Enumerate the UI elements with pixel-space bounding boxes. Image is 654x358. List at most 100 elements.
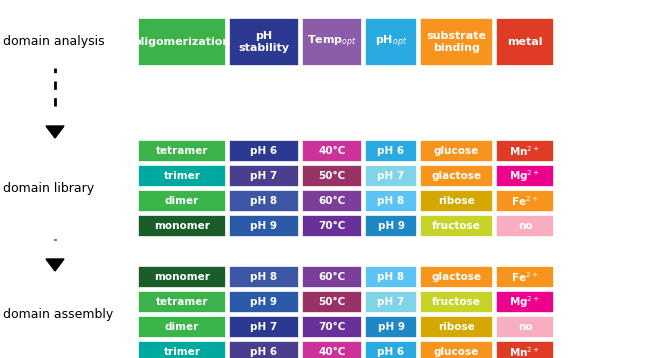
Text: ribose: ribose (438, 196, 475, 206)
Text: domain analysis: domain analysis (3, 35, 105, 48)
Text: pH 7: pH 7 (377, 297, 405, 307)
Polygon shape (46, 126, 64, 138)
Text: pH 8: pH 8 (250, 272, 277, 282)
Polygon shape (46, 259, 64, 271)
Bar (138, 266, 226, 288)
Text: pH 6: pH 6 (250, 347, 277, 357)
Text: glucose: glucose (434, 146, 479, 156)
Text: pH 8: pH 8 (377, 272, 405, 282)
Text: trimer: trimer (164, 171, 200, 181)
Bar (496, 291, 554, 313)
Text: pH 7: pH 7 (250, 171, 278, 181)
Bar (365, 215, 417, 237)
Text: substrate
binding: substrate binding (426, 31, 487, 53)
Text: dimer: dimer (165, 322, 199, 332)
Text: glactose: glactose (432, 171, 481, 181)
Bar (496, 18, 554, 66)
Text: metal: metal (508, 37, 543, 47)
Bar (365, 140, 417, 162)
Text: 50°C: 50°C (318, 297, 345, 307)
Bar (420, 316, 493, 338)
Text: pH
stability: pH stability (239, 31, 290, 53)
Text: pH 9: pH 9 (250, 221, 277, 231)
Text: 40°C: 40°C (318, 347, 346, 357)
Bar (229, 341, 299, 358)
Bar (302, 215, 362, 237)
Text: dimer: dimer (165, 196, 199, 206)
Bar (496, 266, 554, 288)
Text: ribose: ribose (438, 322, 475, 332)
Text: monomer: monomer (154, 221, 210, 231)
Bar (420, 140, 493, 162)
Text: no: no (518, 221, 532, 231)
Bar (420, 291, 493, 313)
Bar (229, 140, 299, 162)
Bar (302, 316, 362, 338)
Text: pH$_{opt}$: pH$_{opt}$ (375, 34, 407, 50)
Text: pH 7: pH 7 (377, 171, 405, 181)
Bar (138, 291, 226, 313)
Bar (302, 291, 362, 313)
Text: 70°C: 70°C (318, 221, 346, 231)
Bar (138, 215, 226, 237)
Bar (420, 215, 493, 237)
Text: 50°C: 50°C (318, 171, 345, 181)
Bar (138, 140, 226, 162)
Bar (420, 18, 493, 66)
Bar (365, 165, 417, 187)
Text: pH 6: pH 6 (377, 146, 405, 156)
Bar (420, 266, 493, 288)
Text: Fe$^{2+}$: Fe$^{2+}$ (511, 194, 539, 208)
Text: Mg$^{2+}$: Mg$^{2+}$ (509, 168, 541, 184)
Bar (229, 165, 299, 187)
Text: Mg$^{2+}$: Mg$^{2+}$ (509, 294, 541, 310)
Text: pH 9: pH 9 (377, 322, 405, 332)
Bar (496, 215, 554, 237)
Bar (138, 18, 226, 66)
Bar (365, 316, 417, 338)
Bar (496, 140, 554, 162)
Text: trimer: trimer (164, 347, 200, 357)
Text: fructose: fructose (432, 221, 481, 231)
Text: tetramer: tetramer (156, 146, 208, 156)
Bar (138, 165, 226, 187)
Bar (496, 341, 554, 358)
Text: Mn$^{2+}$: Mn$^{2+}$ (509, 144, 541, 158)
Bar (496, 165, 554, 187)
Text: pH 6: pH 6 (250, 146, 277, 156)
Text: pH 9: pH 9 (250, 297, 277, 307)
Text: domain assembly: domain assembly (3, 308, 113, 321)
Text: Fe$^{2+}$: Fe$^{2+}$ (511, 270, 539, 284)
Bar (496, 316, 554, 338)
Bar (229, 291, 299, 313)
Text: glucose: glucose (434, 347, 479, 357)
Bar (365, 266, 417, 288)
Text: 60°C: 60°C (318, 272, 345, 282)
Bar (138, 341, 226, 358)
Text: monomer: monomer (154, 272, 210, 282)
Bar (138, 316, 226, 338)
Text: Mn$^{2+}$: Mn$^{2+}$ (509, 345, 541, 358)
Bar (365, 291, 417, 313)
Bar (302, 190, 362, 212)
Bar (420, 165, 493, 187)
Text: glactose: glactose (432, 272, 481, 282)
Text: 40°C: 40°C (318, 146, 346, 156)
Text: 60°C: 60°C (318, 196, 345, 206)
Bar (302, 140, 362, 162)
Bar (302, 341, 362, 358)
Bar (365, 190, 417, 212)
Text: pH 9: pH 9 (377, 221, 405, 231)
Bar (420, 190, 493, 212)
Bar (229, 215, 299, 237)
Text: domain library: domain library (3, 182, 94, 195)
Bar (302, 165, 362, 187)
Text: oligomerization: oligomerization (133, 37, 231, 47)
Text: Temp$_{opt}$: Temp$_{opt}$ (307, 34, 357, 50)
Bar (302, 266, 362, 288)
Bar (229, 18, 299, 66)
Text: fructose: fructose (432, 297, 481, 307)
Bar (138, 190, 226, 212)
Bar (496, 190, 554, 212)
Text: pH 6: pH 6 (377, 347, 405, 357)
